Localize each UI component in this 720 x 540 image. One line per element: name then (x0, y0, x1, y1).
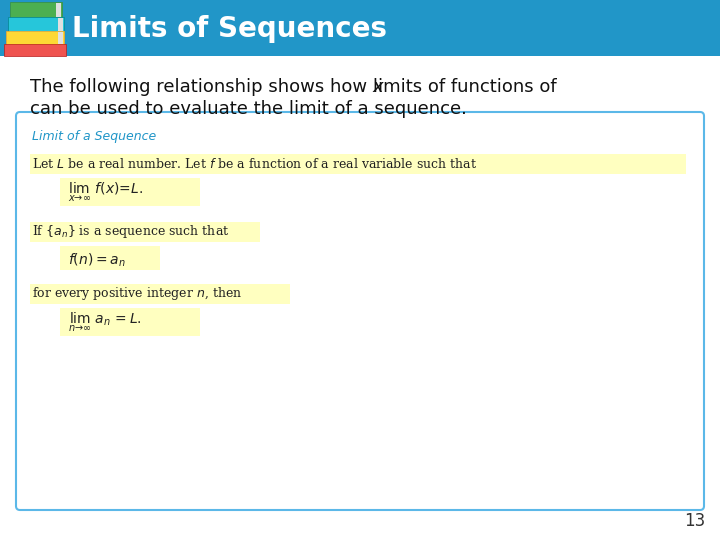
FancyBboxPatch shape (10, 2, 62, 18)
FancyBboxPatch shape (58, 18, 63, 31)
Text: $\lim_{n \to \infty}\ a_n = L.$: $\lim_{n \to \infty}\ a_n = L.$ (68, 310, 142, 334)
FancyBboxPatch shape (8, 17, 64, 32)
Text: 13: 13 (684, 512, 705, 530)
FancyBboxPatch shape (56, 3, 61, 17)
FancyBboxPatch shape (30, 154, 686, 174)
FancyBboxPatch shape (58, 32, 63, 44)
FancyBboxPatch shape (30, 222, 260, 242)
FancyBboxPatch shape (60, 178, 200, 206)
Text: for every positive integer $n$, then: for every positive integer $n$, then (32, 286, 242, 302)
Text: $\lim_{x \to \infty}\ f(x) = L.$: $\lim_{x \to \infty}\ f(x) = L.$ (68, 180, 143, 204)
Text: If $\{a_n\}$ is a sequence such that: If $\{a_n\}$ is a sequence such that (32, 224, 230, 240)
Text: Limits of Sequences: Limits of Sequences (72, 15, 387, 43)
FancyBboxPatch shape (6, 31, 64, 45)
Text: $f(n) = a_n$: $f(n) = a_n$ (68, 251, 125, 269)
Text: can be used to evaluate the limit of a sequence.: can be used to evaluate the limit of a s… (30, 100, 467, 118)
FancyBboxPatch shape (30, 284, 290, 304)
FancyBboxPatch shape (60, 246, 160, 270)
Text: x: x (372, 78, 383, 96)
Text: Limit of a Sequence: Limit of a Sequence (32, 130, 156, 143)
FancyBboxPatch shape (4, 44, 66, 56)
FancyBboxPatch shape (0, 0, 720, 56)
FancyBboxPatch shape (60, 308, 200, 336)
Text: Let $L$ be a real number. Let $f$ be a function of a real variable such that: Let $L$ be a real number. Let $f$ be a f… (32, 157, 477, 171)
Text: The following relationship shows how limits of functions of: The following relationship shows how lim… (30, 78, 562, 96)
FancyBboxPatch shape (16, 112, 704, 510)
